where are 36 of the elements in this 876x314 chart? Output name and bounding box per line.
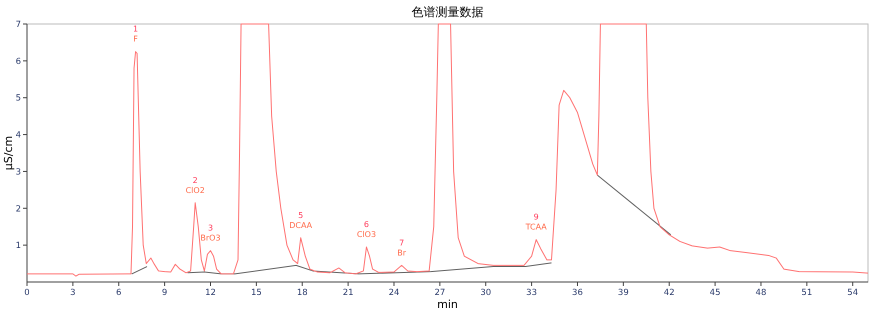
annotation: 7 Br: [397, 238, 407, 258]
y-tick-label: 6: [16, 56, 21, 67]
y-tick-label: 5: [16, 94, 21, 104]
annotation: 9 TCAA: [524, 212, 548, 232]
x-tick-label: 12: [205, 288, 216, 298]
x-tick-label: 39: [618, 288, 629, 298]
x-tick-label: 6: [116, 288, 122, 298]
x-tick-label: 9: [162, 288, 168, 298]
x-tick-label: 45: [710, 288, 721, 298]
x-tick-label: 21: [342, 288, 354, 298]
x-axis-title: min: [437, 298, 458, 311]
x-tick-label: 33: [526, 288, 538, 298]
x-tick-label: 0: [24, 288, 30, 298]
y-tick-label: 2: [16, 204, 21, 214]
y-tick-label: 1: [16, 241, 21, 252]
y-axis-title: µS/cm: [2, 136, 15, 170]
x-tick-label: 30: [480, 288, 492, 298]
x-tick-label: 18: [296, 288, 308, 298]
y-tick-label: 4: [16, 130, 21, 141]
y-tick-label: 7: [16, 20, 21, 30]
annotation: 2 ClO2: [186, 176, 205, 195]
x-tick-label: 15: [250, 288, 262, 298]
x-tick-label: 51: [801, 288, 812, 298]
x-tick-label: 3: [70, 288, 76, 298]
x-tick-label: 24: [388, 288, 400, 298]
annotation: 1 F: [133, 24, 138, 44]
y-tick-label: 3: [16, 167, 21, 178]
x-tick-label: 48: [756, 288, 766, 298]
x-tick-label: 54: [847, 288, 858, 298]
annotation: 3 BrO3: [200, 224, 221, 243]
chart-title: 色谱测量数据: [412, 5, 484, 19]
x-tick-label: 36: [572, 288, 583, 298]
annotation: 5 DCAA: [289, 210, 313, 230]
annotation: 6 ClO3: [356, 220, 376, 239]
x-tick-label: 42: [664, 288, 675, 298]
x-tick-label: 27: [434, 288, 446, 298]
